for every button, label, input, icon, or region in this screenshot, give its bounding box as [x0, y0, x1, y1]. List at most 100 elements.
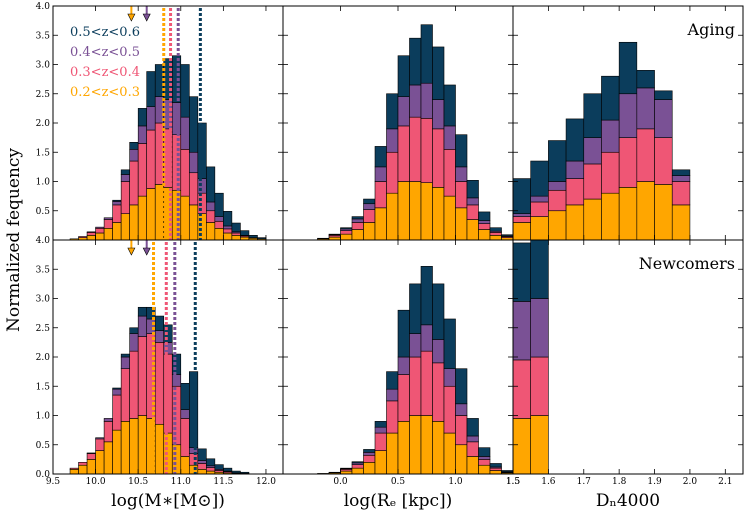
- histogram-bar-r1-c0-b13-s1: [180, 418, 190, 457]
- histogram-bar-r1-c0-b1-s1: [78, 461, 88, 466]
- histogram-bar-r0-c0-b15-s0: [197, 213, 207, 241]
- histogram-bar-r0-c1-b14-s0: [478, 229, 491, 241]
- histogram-bar-r1-c1-b14-s3: [478, 447, 491, 457]
- histogram-bar-r0-c1-b14-s2: [478, 220, 491, 224]
- histogram-bar-r0-c0-b8-s3: [137, 108, 148, 127]
- histogram-bar-r0-c2-b7-s3: [636, 70, 655, 89]
- histogram-bar-r0-c0-b18-s3: [223, 211, 233, 227]
- histogram-bar-r0-c0-b17-s0: [214, 228, 224, 241]
- histogram-bar-r1-c1-b3-s0: [351, 467, 364, 475]
- histogram-bar-r1-c0-b15-s0: [197, 469, 207, 475]
- histogram-bar-r0-c2-b2-s2: [548, 181, 567, 191]
- histogram-bar-r1-c0-b0-s1: [69, 467, 79, 470]
- histogram-bar-r1-c1-b5-s2: [374, 426, 387, 434]
- ytick-label-r1-8: 4.0: [36, 236, 51, 246]
- histogram-bar-r0-c1-b6-s2: [386, 128, 399, 153]
- histogram-bar-r0-c0-b3-s2: [95, 226, 105, 229]
- histogram-bar-r1-c0-b9-s2: [146, 318, 156, 334]
- histogram-bar-r1-c1-b14-s1: [478, 459, 491, 466]
- histogram-bar-r0-c0-b7-s1: [129, 160, 139, 206]
- histogram-bar-r1-c0-b4-s0: [103, 441, 113, 475]
- ytick-label-r1-7: 3.5: [36, 265, 51, 275]
- histogram-bar-r0-c0-b13-s0: [180, 195, 190, 241]
- histogram-bar-r0-c0-b22-s3: [257, 237, 267, 240]
- histogram-bar-r1-c2-b0-s0: [512, 418, 531, 475]
- xtick-label-c2-5: 2.0: [683, 477, 698, 487]
- histogram-bar-r1-c0-b13-s2: [180, 409, 190, 419]
- histogram-bar-r0-c0-b9-s3: [146, 71, 156, 107]
- xtick-label-c2-0: 1.5: [506, 477, 521, 487]
- histogram-bar-r1-c1-b4-s3: [363, 449, 376, 453]
- histogram-bar-r0-c2-b5-s3: [601, 75, 620, 121]
- histogram-bar-r0-c2-b0-s2: [512, 213, 531, 217]
- histogram-bar-r0-c0-b8-s1: [137, 143, 148, 197]
- histogram-bar-r1-c0-b10-s0: [154, 423, 165, 475]
- histogram-bar-r1-c1-b6-s1: [386, 400, 399, 434]
- xtick-label-c1-3: 1.5: [506, 477, 521, 487]
- histogram-bar-r1-c2-b0-s3: [512, 242, 531, 302]
- histogram-bar-r1-c1-b10-s2: [432, 339, 445, 364]
- ytick-label-r1-1: 0.5: [36, 441, 51, 451]
- histogram-bar-r0-c0-b14-s0: [188, 204, 199, 241]
- histogram-bar-r1-c2-b1-s0: [530, 415, 549, 475]
- histogram-bar-r0-c0-b8-s0: [137, 195, 148, 241]
- histogram-bar-r0-c2-b4-s3: [583, 93, 602, 138]
- histogram-bar-r0-c2-b9-s2: [671, 175, 691, 182]
- xtick-label-c1-2: 1.0: [448, 477, 463, 487]
- ytick-label-r0-3: 1.5: [36, 148, 51, 158]
- histogram-bar-r0-c1-b5-s1: [374, 181, 387, 209]
- histogram-bar-r0-c1-b9-s0: [420, 182, 433, 241]
- histogram-bar-r0-c1-b13-s2: [466, 197, 479, 206]
- histogram-bar-r1-c1-b11-s0: [443, 432, 456, 475]
- median-arrow-head-r1-1: [142, 247, 151, 256]
- histogram-bar-r1-c0-b9-s0: [146, 418, 156, 475]
- histogram-bar-r1-c2-b1-s2: [530, 298, 549, 358]
- ytick-label-r0-4: 2.0: [36, 119, 51, 129]
- histogram-bar-r0-c2-b8-s1: [654, 137, 673, 185]
- ytick-label-r1-3: 1.5: [36, 382, 51, 392]
- histogram-bar-r0-c2-b6-s1: [618, 137, 638, 188]
- ytick-label-r0-7: 3.5: [36, 31, 51, 41]
- histogram-bar-r0-c0-b10-s0: [154, 184, 165, 241]
- histogram-bar-r0-c1-b6-s0: [386, 192, 399, 241]
- xtick-label-c1-0: 0.0: [333, 477, 348, 487]
- histogram-bar-r0-c1-b7-s2: [397, 96, 410, 127]
- histogram-bar-r0-c1-b0-s1: [317, 237, 330, 240]
- histogram-bar-r0-c2-b2-s0: [548, 210, 567, 241]
- histogram-bar-r0-c0-b5-s0: [112, 222, 122, 241]
- histogram-bar-r1-c1-b1-s1: [328, 471, 341, 474]
- histogram-bar-r1-c0-b6-s2: [120, 356, 130, 369]
- histogram-bar-r0-c0-b17-s1: [214, 220, 224, 229]
- histogram-bar-r0-c2-b9-s0: [671, 204, 691, 241]
- histogram-bar-r1-c2-b1-s3: [530, 239, 549, 299]
- histogram-bar-r1-c1-b15-s1: [489, 467, 502, 471]
- histogram-bar-r0-c0-b6-s2: [120, 174, 130, 182]
- ytick-label-r1-2: 1.0: [36, 412, 51, 422]
- histogram-bar-r0-c1-b12-s0: [455, 207, 468, 241]
- histogram-bar-r0-c2-b5-s0: [601, 192, 620, 241]
- histogram-bar-r0-c0-b5-s2: [112, 201, 122, 206]
- ytick-label-r1-5: 2.5: [36, 324, 51, 334]
- histogram-bar-r1-c1-b8-s3: [409, 283, 422, 334]
- histogram-bar-r0-c2-b0-s3: [512, 178, 531, 214]
- legend-entry-1: 0.4<z<0.5: [70, 45, 140, 60]
- histogram-bar-r1-c2-b0-s2: [512, 301, 531, 361]
- histogram-bar-r1-c1-b14-s0: [478, 464, 491, 475]
- histogram-bar-r0-c0-b9-s2: [146, 106, 156, 131]
- histogram-bar-r1-c0-b4-s1: [103, 421, 113, 443]
- histogram-bar-r1-c1-b6-s3: [386, 371, 399, 390]
- histogram-bar-r0-c0-b6-s1: [120, 181, 130, 214]
- histogram-bar-r1-c0-b5-s2: [112, 388, 122, 396]
- histogram-bar-r1-c0-b8-s1: [137, 336, 148, 416]
- histogram-bar-r1-c1-b11-s2: [443, 368, 456, 387]
- histogram-bar-r0-c1-b11-s3: [443, 84, 456, 127]
- histogram-bar-r1-c0-b8-s2: [137, 315, 148, 337]
- xtick-label-c0-0: 9.5: [46, 477, 61, 487]
- histogram-bar-r0-c0-b2-s0: [86, 235, 96, 241]
- histogram-bar-r1-c0-b20-s3: [240, 471, 250, 474]
- xtick-label-c0-2: 10.5: [128, 477, 148, 487]
- histogram-bar-r1-c0-b4-s2: [103, 418, 113, 422]
- histogram-bar-r0-c2-b4-s1: [583, 163, 602, 200]
- histogram-bar-r1-c0-b18-s3: [223, 467, 233, 472]
